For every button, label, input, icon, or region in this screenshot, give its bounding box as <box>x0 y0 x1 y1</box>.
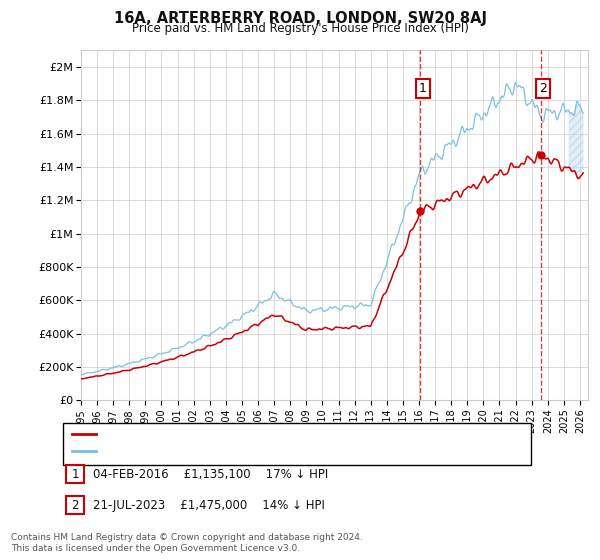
Text: 21-JUL-2023    £1,475,000    14% ↓ HPI: 21-JUL-2023 £1,475,000 14% ↓ HPI <box>93 498 325 512</box>
Text: 2: 2 <box>71 498 79 512</box>
Text: 16A, ARTERBERRY ROAD, LONDON, SW20 8AJ (detached house): 16A, ARTERBERRY ROAD, LONDON, SW20 8AJ (… <box>99 429 448 439</box>
Text: 1: 1 <box>71 468 79 481</box>
Text: 1: 1 <box>419 82 427 95</box>
Text: HPI: Average price, detached house, Merton: HPI: Average price, detached house, Mert… <box>99 446 340 456</box>
Text: 04-FEB-2016    £1,135,100    17% ↓ HPI: 04-FEB-2016 £1,135,100 17% ↓ HPI <box>93 468 328 481</box>
Text: 2: 2 <box>539 82 547 95</box>
Text: Price paid vs. HM Land Registry's House Price Index (HPI): Price paid vs. HM Land Registry's House … <box>131 22 469 35</box>
Text: Contains HM Land Registry data © Crown copyright and database right 2024.
This d: Contains HM Land Registry data © Crown c… <box>11 533 362 553</box>
Text: 16A, ARTERBERRY ROAD, LONDON, SW20 8AJ: 16A, ARTERBERRY ROAD, LONDON, SW20 8AJ <box>113 11 487 26</box>
